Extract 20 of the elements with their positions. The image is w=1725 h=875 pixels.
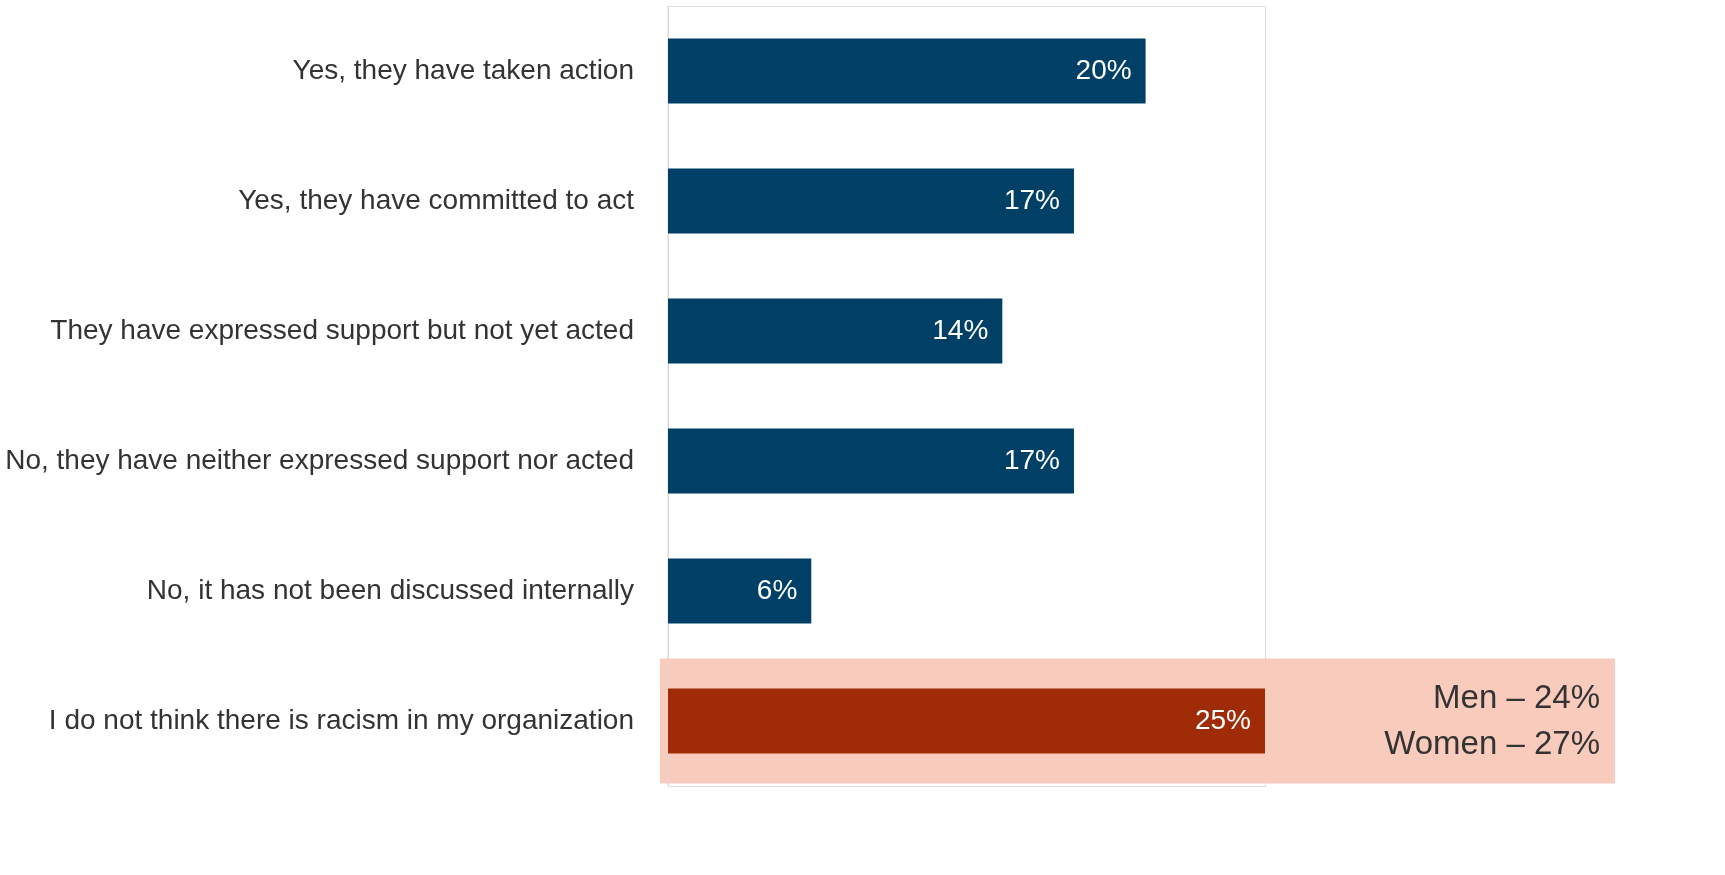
y-tick-label: No, they have neither expressed support nor acted bbox=[5, 444, 634, 475]
text: Men – 24% bbox=[1433, 678, 1600, 715]
y-tick-label: I do not think there is racism in my organization bbox=[48, 704, 634, 735]
bar bbox=[668, 298, 1003, 364]
data-label: 20% bbox=[1075, 54, 1132, 85]
bar bbox=[668, 168, 1074, 234]
data-label: 17% bbox=[1003, 184, 1060, 215]
y-tick-label: They have expressed support but not yet acted bbox=[50, 314, 634, 345]
data-label: 14% bbox=[932, 314, 989, 345]
data-label: 17% bbox=[1003, 444, 1060, 475]
bar bbox=[668, 558, 812, 624]
text: Women – 27% bbox=[1384, 724, 1600, 761]
y-tick-label: Yes, they have taken action bbox=[292, 54, 634, 85]
y-tick-label: No, it has not been discussed internally bbox=[146, 574, 634, 605]
bar bbox=[668, 428, 1074, 494]
data-label: 6% bbox=[756, 574, 798, 605]
y-tick-label: Yes, they have committed to act bbox=[238, 184, 635, 215]
data-label: 25% bbox=[1194, 704, 1251, 735]
bar bbox=[668, 688, 1265, 754]
bar bbox=[668, 38, 1146, 104]
